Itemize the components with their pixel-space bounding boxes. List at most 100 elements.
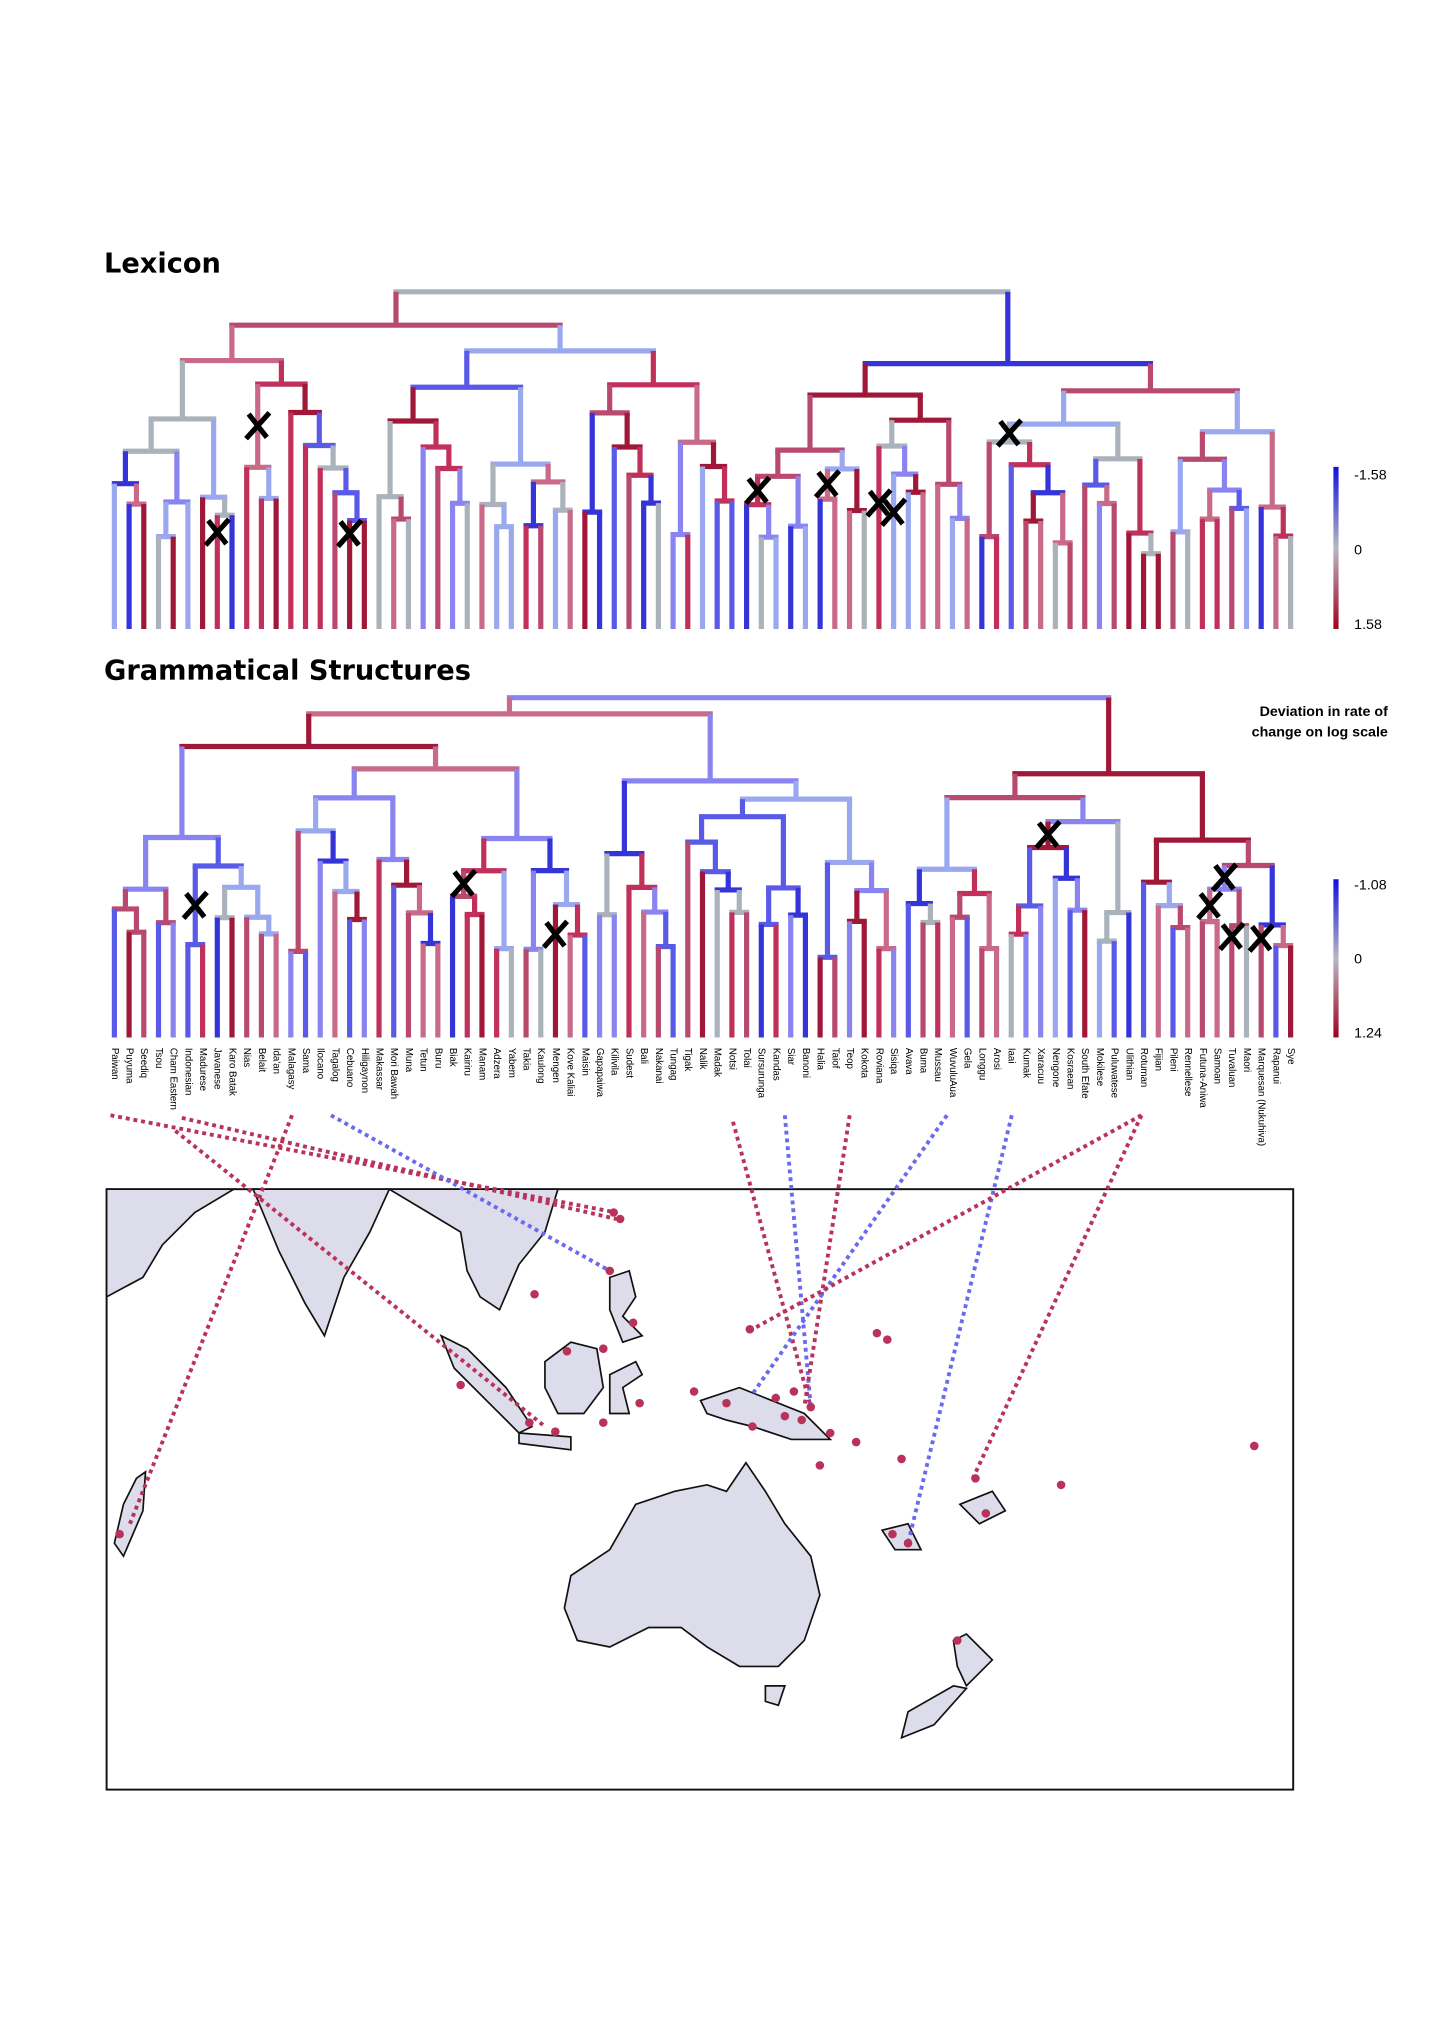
language-label: Tolai	[741, 1048, 752, 1068]
language-label: Xaracuu	[1035, 1048, 1046, 1084]
language-label: Seediq	[138, 1048, 149, 1078]
language-label: Sye	[1285, 1048, 1296, 1065]
language-site	[599, 1344, 608, 1353]
shift-marker	[744, 475, 772, 506]
language-label: Kilivila	[609, 1048, 620, 1076]
language-label: Yabem	[506, 1048, 517, 1078]
language-label: Rennellese	[1182, 1048, 1193, 1097]
language-label: Samoan	[1212, 1048, 1223, 1084]
land	[544, 1341, 605, 1415]
language-label: Ida'an	[271, 1048, 282, 1074]
grammar-title: Grammatical Structures	[104, 656, 471, 687]
language-label: Puyuma	[124, 1048, 135, 1084]
language-label: Halia	[815, 1048, 826, 1071]
language-site	[525, 1418, 534, 1427]
legend-title: change on log scale	[1252, 725, 1388, 741]
language-label: Banoni	[800, 1048, 811, 1078]
language-site	[628, 1318, 638, 1328]
shift-marker	[181, 890, 209, 921]
language-site	[689, 1387, 699, 1396]
map	[105, 1113, 1295, 1791]
language-site	[903, 1538, 913, 1548]
language-label: Nias	[241, 1048, 252, 1068]
language-label: Tetun	[418, 1048, 429, 1072]
language-label: Rotuman	[1138, 1048, 1149, 1087]
language-label: Longgu	[976, 1048, 987, 1080]
language-label: Sursurunga	[756, 1048, 767, 1099]
language-site	[530, 1289, 539, 1299]
language-label: Bali	[638, 1048, 649, 1064]
language-site	[1056, 1480, 1066, 1490]
language-site	[562, 1347, 572, 1356]
legend-title: Deviation in rate of	[1260, 704, 1389, 720]
language-label: Kaulong	[535, 1048, 546, 1084]
shift-marker	[865, 488, 893, 518]
language-label: Avava	[903, 1048, 914, 1075]
language-label: Tuvaluan	[1226, 1048, 1237, 1088]
land	[958, 1490, 1007, 1525]
legend-tick: 0	[1354, 951, 1362, 967]
legend-tick: -1.58	[1354, 468, 1387, 484]
language-site	[115, 1529, 124, 1539]
shift-marker	[1034, 819, 1062, 850]
land	[764, 1685, 787, 1707]
shift-marker	[336, 518, 364, 549]
language-label: Muna	[403, 1048, 414, 1073]
language-label: Kairiru	[462, 1048, 473, 1076]
language-site	[748, 1422, 757, 1431]
link	[731, 1121, 813, 1408]
land	[608, 1360, 644, 1415]
link	[782, 1115, 813, 1408]
language-site	[806, 1402, 816, 1412]
language-label: Nalik	[697, 1048, 708, 1070]
link	[174, 1129, 547, 1429]
shift-marker	[880, 497, 908, 527]
language-label: Buma	[917, 1048, 928, 1074]
legend-tick: 1.58	[1354, 617, 1382, 633]
language-label: Arosi	[991, 1048, 1002, 1070]
language-label: Marquesan (Nukuhiva)	[1256, 1048, 1267, 1146]
language-label: Buru	[432, 1048, 443, 1069]
link	[128, 1114, 294, 1525]
color-scale	[1333, 466, 1339, 629]
language-label: Manam	[476, 1048, 487, 1080]
land	[952, 1632, 994, 1688]
shift-marker	[203, 517, 231, 547]
language-label: Cebuano	[344, 1048, 355, 1087]
language-label: Tsou	[153, 1048, 164, 1069]
shift-marker	[1196, 890, 1224, 921]
shift-marker	[244, 411, 272, 441]
language-label: Tungag	[668, 1048, 679, 1081]
language-label: Taiof	[829, 1048, 840, 1069]
language-site	[872, 1328, 882, 1338]
language-label: Maisin	[579, 1048, 590, 1076]
language-label: Kandas	[770, 1048, 781, 1081]
language-label: Nengone	[1050, 1048, 1061, 1087]
language-label: Ulithian	[1123, 1048, 1134, 1080]
language-label: Fijian	[1153, 1048, 1164, 1071]
language-label: Karo Batak	[226, 1048, 237, 1096]
language-label: Teop	[844, 1048, 855, 1069]
shift-marker	[995, 418, 1024, 448]
language-site	[599, 1418, 608, 1427]
language-site	[981, 1509, 991, 1518]
language-label: Gapapaiwa	[594, 1048, 605, 1098]
language-label: Adzera	[491, 1048, 502, 1079]
language-site	[615, 1214, 625, 1224]
shift-marker	[1218, 921, 1246, 952]
shift-marker	[1210, 862, 1239, 893]
language-label: Madurese	[197, 1048, 208, 1091]
language-label: Siar	[785, 1048, 796, 1066]
land	[251, 1188, 391, 1338]
language-label: Kosraean	[1064, 1048, 1075, 1090]
language-label: Javanese	[212, 1048, 223, 1090]
language-label: Kove Kaliai	[565, 1048, 576, 1097]
legend-tick: 1.24	[1354, 1025, 1382, 1041]
language-label: Notsi	[726, 1048, 737, 1070]
language-site	[609, 1208, 618, 1217]
language-label: Indonesian	[182, 1048, 193, 1096]
language-label: Iaai	[1006, 1048, 1017, 1064]
language-site	[551, 1427, 560, 1436]
